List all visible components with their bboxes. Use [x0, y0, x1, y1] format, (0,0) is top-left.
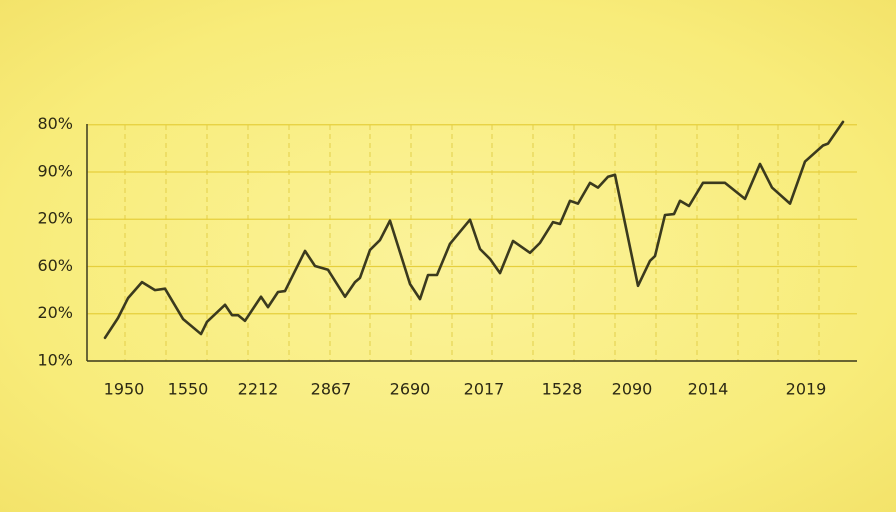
x-tick-label: 2090 [612, 380, 653, 399]
y-tick-label: 90% [37, 161, 73, 180]
x-tick-label: 2690 [390, 380, 431, 399]
y-tick-label: 80% [37, 114, 73, 133]
x-tick-label: 2867 [311, 380, 352, 399]
data-line [103, 120, 845, 340]
y-tick-label: 60% [37, 256, 73, 275]
y-tick-label: 10% [37, 351, 73, 370]
x-tick-label: 2017 [464, 380, 505, 399]
x-tick-label: 2014 [688, 380, 729, 399]
x-tick-label: 2019 [786, 380, 827, 399]
y-tick-label: 20% [37, 303, 73, 322]
x-tick-label: 2212 [238, 380, 279, 399]
x-tick-label: 1950 [104, 380, 145, 399]
x-tick-label: 1528 [542, 380, 583, 399]
y-tick-label: 20% [37, 209, 73, 228]
vertical-grid [124, 125, 820, 361]
x-tick-label: 1550 [168, 380, 209, 399]
